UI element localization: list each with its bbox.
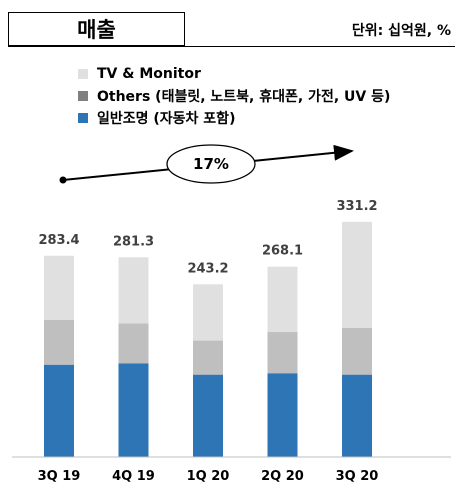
legend-swatch-tv-monitor (78, 69, 88, 79)
bar-total-label: 268.1 (262, 244, 303, 259)
chart-title: 매출 (8, 12, 185, 46)
unit-label: 단위: 십억원, % (351, 23, 451, 39)
bar-segment-general-lighting-3 (267, 373, 298, 457)
bar-total-label: 281.3 (113, 234, 154, 249)
bar-segment-general-lighting-1 (118, 363, 149, 457)
header-divider (8, 46, 455, 47)
legend-swatch-general-lighting (78, 113, 88, 123)
bar-segment-others-4 (342, 327, 372, 375)
x-tick-label: 3Q 20 (336, 469, 379, 484)
bar-total-label: 243.2 (187, 261, 228, 276)
legend-item-tv-monitor: TV & Monitor (78, 64, 390, 84)
legend-label-tv-monitor: TV & Monitor (97, 66, 201, 82)
legend-label-others: Others (태블릿, 노트북, 휴대폰, 가전, UV 등) (97, 89, 391, 105)
bar-segment-tv-monitor-0 (44, 255, 74, 320)
legend-item-general-lighting: 일반조명 (자동차 포함) (78, 108, 390, 128)
bar-segment-general-lighting-2 (193, 374, 223, 457)
bar-segment-others-1 (118, 323, 149, 364)
legend-swatch-others (78, 91, 88, 101)
bar-segment-tv-monitor-1 (118, 257, 149, 324)
x-tick-label: 2Q 20 (261, 469, 304, 484)
x-tick-label: 1Q 20 (187, 469, 230, 484)
growth-arrow-start-dot (59, 176, 67, 184)
bar-segment-others-2 (193, 340, 223, 375)
growth-annotation: 17% (59, 144, 354, 184)
x-tick-label: 3Q 19 (38, 469, 81, 484)
legend: TV & Monitor Others (태블릿, 노트북, 휴대폰, 가전, … (78, 64, 390, 130)
bar-segment-tv-monitor-4 (342, 221, 372, 328)
bar-total-label: 331.2 (336, 199, 377, 214)
bar-total-label: 283.4 (38, 233, 79, 248)
bar-segment-general-lighting-4 (342, 374, 372, 457)
bar-segment-general-lighting-0 (44, 364, 74, 457)
legend-label-general-lighting: 일반조명 (자동차 포함) (97, 111, 236, 127)
growth-label: 17% (193, 155, 229, 173)
x-tick-label: 4Q 19 (112, 469, 155, 484)
bar-segment-others-0 (44, 319, 74, 365)
bar-segment-tv-monitor-2 (193, 284, 223, 341)
bar-segment-others-3 (267, 332, 298, 374)
growth-ellipse (166, 144, 256, 184)
bar-segment-tv-monitor-3 (267, 266, 298, 333)
legend-item-others: Others (태블릿, 노트북, 휴대폰, 가전, UV 등) (78, 86, 390, 106)
